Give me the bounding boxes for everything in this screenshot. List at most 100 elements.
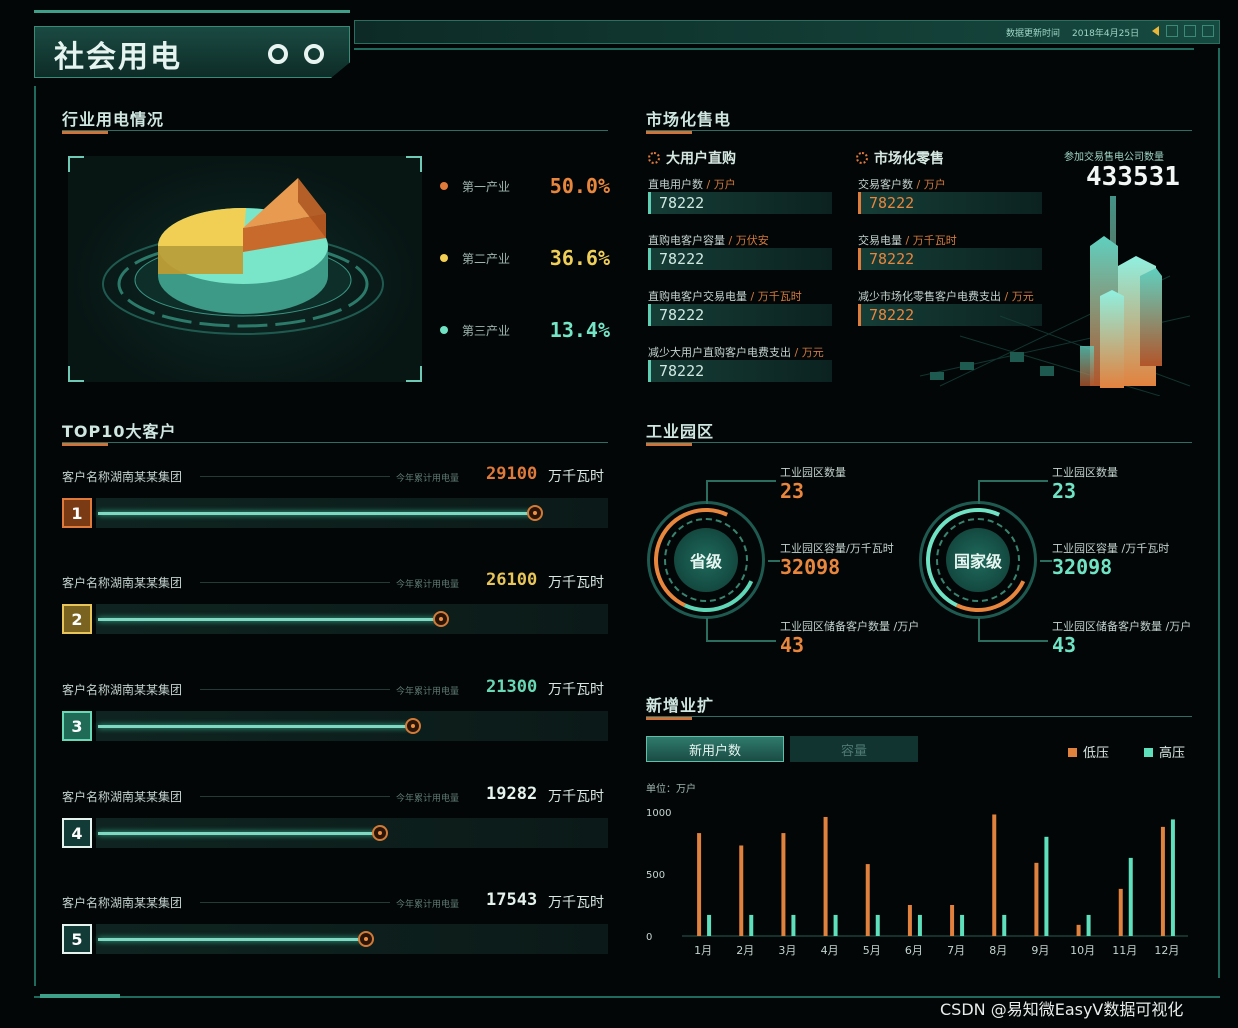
low-voltage-bar — [739, 845, 744, 936]
teal-square-icon — [1144, 748, 1153, 757]
connector-line — [706, 618, 708, 642]
high-voltage-bar — [1002, 914, 1007, 936]
customer-unit: 万千瓦时 — [548, 575, 604, 591]
target-icon — [856, 152, 868, 164]
rank-badge: 2 — [62, 604, 92, 634]
customer-bar-fill — [98, 832, 380, 835]
customer-name: 客户名称湖南某某集团 — [62, 683, 183, 697]
update-label: 数据更新时间 — [1006, 29, 1061, 39]
customer-sub: 今年累计用电量 — [396, 474, 460, 484]
low-voltage-bar — [781, 833, 786, 936]
city-buildings-graphic — [919, 196, 1191, 396]
connector-line — [706, 640, 776, 642]
connector-line — [978, 480, 980, 504]
frame-top-accent — [34, 10, 350, 13]
connector-line — [1040, 560, 1052, 562]
x-tick-label: 8月 — [989, 944, 1007, 957]
row-divider — [200, 582, 390, 583]
low-voltage-bar — [950, 905, 955, 936]
park-capacity-label: 工业园区容量 /万千瓦时 — [1052, 542, 1170, 555]
expand-title: 新增业扩 — [646, 696, 715, 715]
retail-head: 市场化零售 — [856, 148, 944, 168]
direct-field-label: 直购电客户交易电量 / 万千瓦时 — [648, 290, 802, 303]
customer-bar-knob[interactable] — [527, 505, 543, 521]
speaker-icon[interactable] — [1152, 26, 1159, 36]
legend-low-voltage: 低压 — [1068, 742, 1109, 761]
low-voltage-bar — [907, 905, 912, 936]
x-tick-label: 1月 — [694, 944, 712, 957]
window-icon[interactable] — [1184, 25, 1196, 37]
park-count-value: 23 — [780, 479, 805, 503]
customer-name: 客户名称湖南某某集团 — [62, 896, 183, 910]
customer-sub: 今年累计用电量 — [396, 900, 460, 910]
target-icon — [648, 152, 660, 164]
retail-field-label: 减少市场化零售客户电费支出 / 万元 — [858, 290, 1034, 303]
customer-name: 客户名称湖南某某集团 — [62, 470, 183, 484]
x-tick-label: 2月 — [736, 944, 754, 957]
companies-label: 参加交易售电公司数量 — [1064, 152, 1164, 163]
legend-high-voltage: 高压 — [1144, 742, 1185, 761]
park-reserve-value: 43 — [780, 633, 805, 657]
direct-field-label: 直购电客户容量 / 万伏安 — [648, 234, 769, 247]
x-tick-label: 12月 — [1154, 944, 1179, 957]
customer-name: 客户名称湖南某某集团 — [62, 576, 183, 590]
customer-value: 17543 — [486, 890, 538, 910]
y-tick-label: 1000 — [646, 808, 671, 819]
section-accent — [62, 131, 108, 134]
top-bar — [354, 20, 1220, 44]
high-voltage-bar — [749, 914, 754, 936]
top10-title: TOP10大客户 — [62, 422, 177, 441]
y-tick-label: 500 — [646, 870, 665, 881]
high-voltage-bar — [917, 914, 922, 936]
customer-name: 客户名称湖南某某集团 — [62, 790, 183, 804]
industry-legend-item: 第三产业 13.4% — [440, 318, 610, 342]
window-icon[interactable] — [1202, 25, 1214, 37]
rank-badge: 4 — [62, 818, 92, 848]
customer-value: 29100 — [486, 464, 538, 484]
customer-bar-knob[interactable] — [372, 825, 388, 841]
industry-title: 行业用电情况 — [62, 110, 165, 129]
park-count-label: 工业园区数量 — [1052, 466, 1118, 479]
ring-icon[interactable] — [304, 44, 324, 64]
rank-badge: 5 — [62, 924, 92, 954]
connector-line — [706, 480, 776, 482]
park-capacity-value: 32098 — [1052, 555, 1113, 579]
section-divider — [646, 442, 1192, 443]
park-count-label: 工业园区数量 — [780, 466, 846, 479]
ring-icon[interactable] — [268, 44, 288, 64]
window-icon[interactable] — [1166, 25, 1178, 37]
section-divider — [62, 442, 608, 443]
high-voltage-bar — [960, 914, 965, 936]
retail-field-label: 交易客户数 / 万户 — [858, 178, 946, 191]
low-voltage-bar — [1034, 862, 1039, 936]
rank-badge: 3 — [62, 711, 92, 741]
rank-badge: 1 — [62, 498, 92, 528]
customer-bar-knob[interactable] — [358, 931, 374, 947]
park-level: 省级 — [674, 528, 738, 592]
low-voltage-bar — [823, 816, 828, 936]
new-users-bar-chart: 1000 500 0 1月 2月 3月 4月 5月 6月 7月 8月 9月 10月 11月 12月 — [646, 808, 1188, 957]
row-divider — [200, 476, 390, 477]
x-tick-label: 6月 — [905, 944, 923, 957]
y-tick-label: 0 — [646, 932, 652, 943]
industry-legend-item: 第一产业 50.0% — [440, 174, 610, 198]
tab-new-users[interactable]: 新用户数 — [646, 736, 784, 762]
tab-capacity[interactable]: 容量 — [790, 736, 918, 762]
customer-bar-knob[interactable] — [405, 718, 421, 734]
industry-legend-item: 第二产业 36.6% — [440, 246, 610, 270]
high-voltage-bar — [875, 914, 880, 936]
customer-bar-knob[interactable] — [433, 611, 449, 627]
low-voltage-bar — [1076, 924, 1081, 936]
frame-bottom-line — [34, 996, 1220, 998]
x-tick-label: 11月 — [1112, 944, 1137, 957]
customer-unit: 万千瓦时 — [548, 469, 604, 485]
customer-value: 19282 — [486, 784, 538, 804]
high-voltage-bar — [833, 914, 838, 936]
customer-sub: 今年累计用电量 — [396, 580, 460, 590]
connector-line — [768, 560, 780, 562]
section-divider — [62, 130, 608, 131]
frame-header-line — [354, 48, 1194, 50]
low-voltage-bar — [1118, 888, 1123, 936]
customer-bar-fill — [98, 725, 413, 728]
customer-unit: 万千瓦时 — [548, 789, 604, 805]
